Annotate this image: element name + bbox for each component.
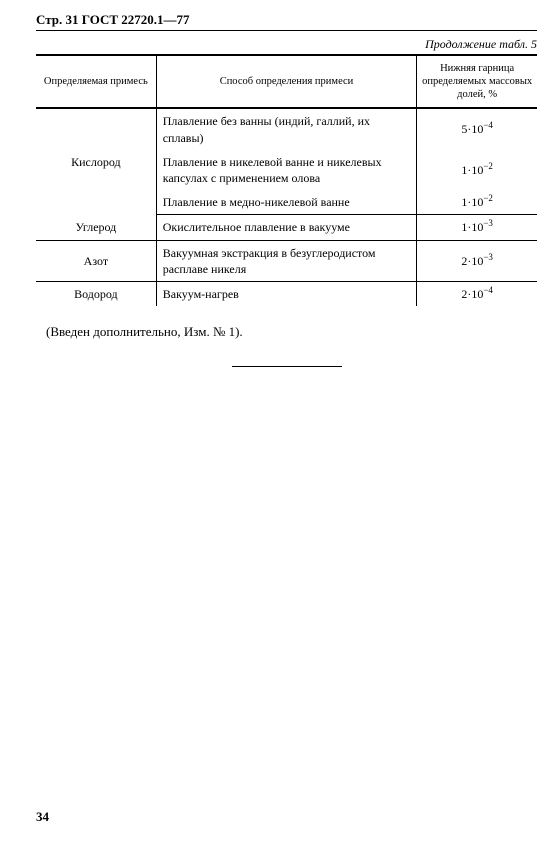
method-cell: Вакуумная экстракция в безуглеродистом р… bbox=[156, 240, 417, 281]
impurity-cell: Азот bbox=[36, 240, 156, 281]
limit-cell: 2·10−4 bbox=[417, 281, 537, 306]
limit-cell: 2·10−3 bbox=[417, 240, 537, 281]
amendment-note: (Введен дополнительно, Изм. № 1). bbox=[46, 324, 537, 340]
limit-cell: 1·10−2 bbox=[417, 150, 537, 190]
impurity-cell: Углерод bbox=[36, 215, 156, 240]
table-row: Азот Вакуумная экстракция в безуглеродис… bbox=[36, 240, 537, 281]
method-cell: Вакуум-нагрев bbox=[156, 281, 417, 306]
table-row: Водород Вакуум-нагрев 2·10−4 bbox=[36, 281, 537, 306]
impurity-table: Определяемая примесь Способ определения … bbox=[36, 54, 537, 306]
method-cell: Плавление в никелевой ванне и никелевых … bbox=[156, 150, 417, 190]
limit-cell: 1·10−2 bbox=[417, 190, 537, 215]
limit-cell: 5·10−4 bbox=[417, 108, 537, 149]
table-row: Углерод Окислительное плавление в вакуум… bbox=[36, 215, 537, 240]
table-row: Кислород Плавление без ванны (индий, гал… bbox=[36, 108, 537, 149]
col-impurity: Определяемая примесь bbox=[36, 55, 156, 108]
page-header: Стр. 31 ГОСТ 22720.1—77 bbox=[36, 12, 537, 31]
method-cell: Плавление в медно-никелевой ванне bbox=[156, 190, 417, 215]
col-method: Способ определения примеси bbox=[156, 55, 417, 108]
section-rule bbox=[232, 366, 342, 367]
impurity-cell: Кислород bbox=[36, 108, 156, 214]
continuation-label: Продолжение табл. 5 bbox=[36, 37, 537, 52]
impurity-cell: Водород bbox=[36, 281, 156, 306]
limit-cell: 1·10−3 bbox=[417, 215, 537, 240]
method-cell: Плавление без ванны (индий, галлий, их с… bbox=[156, 108, 417, 149]
page-number: 34 bbox=[36, 809, 49, 825]
method-cell: Окислительное плавление в вакууме bbox=[156, 215, 417, 240]
col-limit: Нижняя гарница определяемых массовых дол… bbox=[417, 55, 537, 108]
